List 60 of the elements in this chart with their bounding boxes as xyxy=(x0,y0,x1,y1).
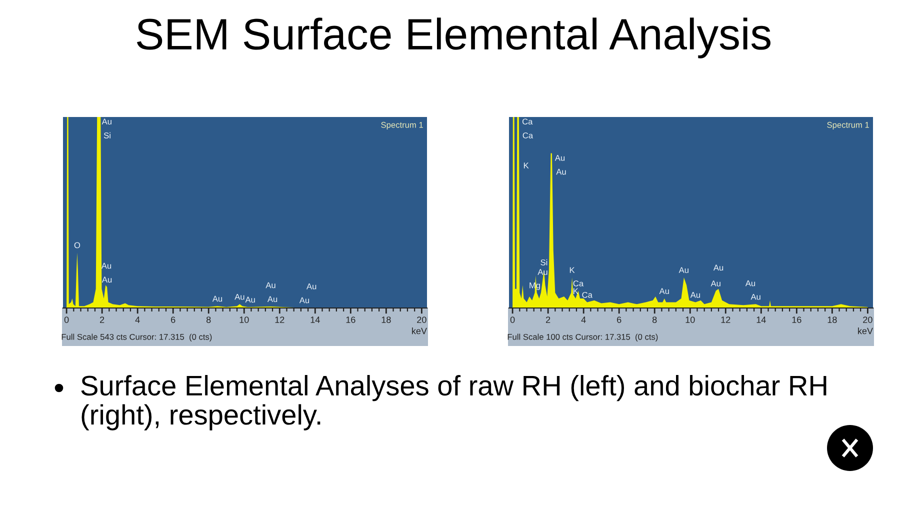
annotation: Au xyxy=(245,296,255,303)
annotation: Au xyxy=(750,294,760,300)
annotation: Ca xyxy=(522,132,534,138)
x-axis-title: keV xyxy=(858,328,873,334)
annotation: Au xyxy=(659,288,669,294)
x-tick-label: 2 xyxy=(546,316,550,323)
annotation: Au xyxy=(212,296,222,302)
x-tick-label: 0 xyxy=(510,316,515,323)
x-tick-label: 8 xyxy=(206,316,211,323)
annotation: Au xyxy=(267,296,278,302)
annotation: Au xyxy=(556,168,566,175)
annotation: Si xyxy=(540,259,548,266)
x-tick-label: 16 xyxy=(792,316,802,323)
text: SEM Surface Elemental Analysis xyxy=(136,18,770,58)
annotation: Au xyxy=(713,264,724,271)
x-tick-label: 20 xyxy=(863,316,872,323)
x-tick-label: 14 xyxy=(310,316,320,323)
x-axis-title: keV xyxy=(412,328,427,334)
annotation: Au xyxy=(690,292,700,298)
annotation: Au xyxy=(102,118,112,125)
annotation: Au xyxy=(101,262,112,269)
x-tick-label: 12 xyxy=(721,316,730,323)
x-tick-label: 4 xyxy=(581,316,586,323)
annotation: K xyxy=(570,267,575,273)
x-tick-label: 18 xyxy=(828,316,837,323)
annotation: K xyxy=(573,288,578,294)
annotation: Au xyxy=(234,294,244,300)
annotation: Spectrum 1 xyxy=(827,122,869,130)
x-tick-label: 20 xyxy=(417,316,426,323)
annotation: Au xyxy=(299,297,310,304)
x-tick-label: 0 xyxy=(64,316,69,323)
annotation: Au xyxy=(538,269,548,275)
x-tick-label: 14 xyxy=(756,316,766,323)
annotation: O xyxy=(74,242,80,248)
annotation: Au xyxy=(306,283,316,290)
annotation: Si xyxy=(104,132,110,138)
annotation: Au xyxy=(102,276,112,283)
annotation: Au xyxy=(678,267,688,274)
x-tick-label: 18 xyxy=(382,316,391,323)
text: Full Scale 100 cts Cursor: 17.315 (0 cts) xyxy=(508,334,658,342)
x-tick-label: 6 xyxy=(171,316,176,323)
x-tick-label: 6 xyxy=(617,316,622,323)
x-tick-label: 2 xyxy=(100,316,104,323)
x-tick-label: 12 xyxy=(275,316,284,323)
x-tick-label: 10 xyxy=(686,316,695,323)
x-tick-label: 16 xyxy=(346,316,356,323)
annotation: Au xyxy=(710,280,720,286)
x-tick-label: 10 xyxy=(240,316,249,323)
annotation: K xyxy=(524,162,529,168)
x-tick-label: 8 xyxy=(652,316,657,323)
x-tick-label: 4 xyxy=(135,316,140,323)
annotation: Ca xyxy=(573,280,584,286)
text: Full Scale 543 cts Cursor: 17.315 (0 cts) xyxy=(62,334,212,342)
text: Surface Elemental Analyses of raw RH (left) and biochar RH (right), respectively. xyxy=(81,375,826,430)
annotation: Spectrum 1 xyxy=(381,122,423,130)
annotation: Ca xyxy=(522,118,533,125)
annotation: Au xyxy=(266,282,276,288)
annotation: Ca xyxy=(582,292,592,298)
annotation: Au xyxy=(745,280,756,286)
annotation: Au xyxy=(554,154,565,161)
